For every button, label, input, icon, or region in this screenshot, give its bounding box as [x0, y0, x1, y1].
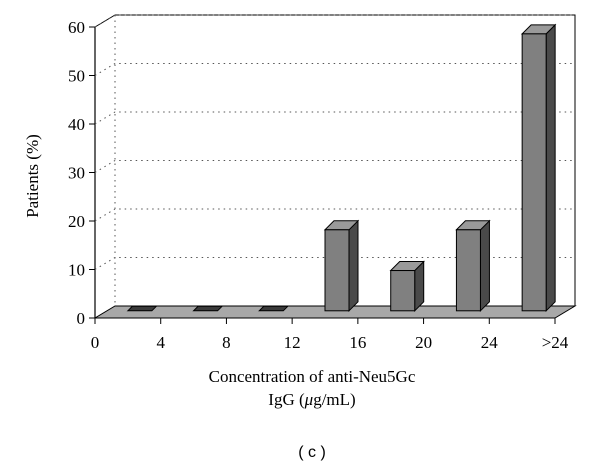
grid-line	[94, 63, 575, 76]
y-tick-label: 0	[77, 309, 86, 328]
y-tick-label: 20	[68, 212, 85, 231]
bar-2	[192, 305, 224, 312]
x-axis-label-prefix: IgG (	[268, 390, 305, 409]
bar-1	[126, 305, 158, 312]
x-tick-label: 20	[415, 333, 432, 352]
x-tick-label: 16	[349, 333, 366, 352]
bar-front	[324, 229, 350, 312]
bar-5	[389, 260, 425, 313]
bar-flat	[258, 305, 289, 312]
bar-7	[520, 23, 557, 313]
bar-side	[545, 23, 556, 313]
x-tick-label: 4	[156, 333, 165, 352]
bar-6	[455, 219, 491, 313]
x-tick-label: >24	[542, 333, 569, 352]
grid-line	[94, 14, 575, 28]
y-tick-label: 30	[68, 164, 85, 183]
grid-line	[94, 208, 575, 222]
bar-side	[479, 219, 490, 313]
bar-front	[390, 270, 416, 312]
y-axis-ticks: 0 10 20 30 40 50 60	[68, 18, 95, 328]
bar-front	[521, 33, 547, 312]
x-tick-label: 8	[222, 333, 231, 352]
x-tick-label: 24	[481, 333, 499, 352]
bars-group	[126, 23, 557, 313]
grid-line	[94, 160, 575, 173]
x-axis-label-suffix: g/mL)	[313, 390, 356, 409]
y-tick-label: 10	[68, 261, 85, 280]
y-tick-label: 60	[68, 18, 85, 37]
y-tick-label: 40	[68, 115, 85, 134]
grid-line	[94, 111, 575, 125]
x-tick-label: 12	[284, 333, 301, 352]
x-axis-label-line2: IgG (μg/mL)	[268, 390, 355, 409]
y-tick-label: 50	[68, 67, 85, 86]
bar-3	[258, 305, 289, 312]
bar-front	[455, 229, 481, 312]
x-axis-ticks: 0 4 8 12 16 20 24 >24	[91, 317, 569, 352]
grid-line	[94, 257, 575, 270]
bar-flat	[192, 305, 224, 312]
bar-4	[323, 219, 360, 313]
figure-caption: ( c )	[298, 444, 326, 461]
bar-side	[348, 219, 359, 313]
x-tick-label: 0	[91, 333, 100, 352]
x-axis-label-mu: μ	[304, 390, 314, 409]
grid-lines	[94, 14, 575, 270]
x-axis-label-line1: Concentration of anti-Neu5Gc	[209, 367, 416, 386]
bar-flat	[126, 305, 158, 312]
y-axis-label: Patients (%)	[23, 134, 42, 218]
